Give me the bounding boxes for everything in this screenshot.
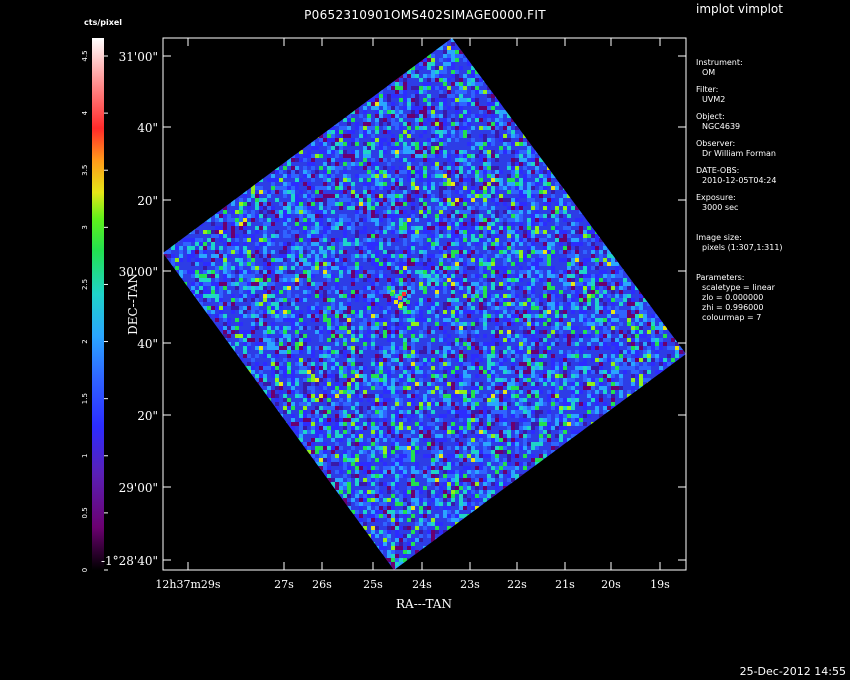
y-tick-label: 40"	[137, 121, 158, 135]
params-label: Parameters:	[696, 273, 745, 282]
x-tick-label: 24s	[412, 578, 432, 591]
info-instrument: Instrument: OM	[696, 58, 743, 78]
observer-value: Dr William Forman	[702, 149, 776, 158]
info-parameters: Parameters: scaletype = linear zlo = 0.0…	[696, 273, 775, 323]
y-tick-label: 20"	[137, 409, 158, 423]
instrument-label: Instrument:	[696, 58, 743, 67]
param-scaletype: scaletype = linear	[702, 283, 775, 292]
observer-label: Observer:	[696, 139, 736, 148]
y-tick-label: -1°28'40"	[101, 554, 158, 568]
x-tick-label: 22s	[507, 578, 527, 591]
y-tick-label: 31'00"	[119, 50, 158, 64]
info-size: Image size: pixels (1:307,1:311)	[696, 233, 783, 253]
size-value: pixels (1:307,1:311)	[702, 243, 783, 252]
object-value: NGC4639	[702, 122, 741, 131]
colorbar-tick-label: 2.5	[81, 279, 89, 290]
colorbar-tick-label: 4	[81, 110, 89, 115]
colorbar-tick-label: 2	[81, 339, 89, 343]
colorbar-label: cts/pixel	[84, 18, 123, 27]
colorbar-tick-label: 1	[81, 454, 89, 458]
date-label: DATE-OBS:	[696, 166, 740, 175]
info-exposure: Exposure: 3000 sec	[696, 193, 738, 213]
colorbar-tick-label: 3	[81, 225, 89, 229]
colorbar-gradient	[92, 38, 104, 570]
app-title: implot vimplot	[696, 2, 783, 16]
exposure-label: Exposure:	[696, 193, 736, 202]
x-tick-label: 27s	[274, 578, 294, 591]
info-date: DATE-OBS: 2010-12-05T04:24	[696, 166, 776, 186]
y-axis-title: DEC--TAN	[126, 273, 140, 335]
y-tick-label: 30'00"	[119, 265, 158, 279]
x-tick-label: 21s	[555, 578, 575, 591]
x-tick-label: 20s	[601, 578, 621, 591]
x-tick-label: 12h37m29s	[155, 578, 221, 591]
info-filter: Filter: UVM2	[696, 85, 725, 105]
colorbar-tick-label: 1.5	[81, 393, 89, 404]
x-tick-label: 26s	[312, 578, 332, 591]
info-object: Object: NGC4639	[696, 112, 740, 132]
colorbar-tick-label: 4.5	[81, 50, 89, 61]
timestamp: 25-Dec-2012 14:55	[739, 665, 846, 678]
colorbar: 4.5 4 3.5 3 2.5 2 1.5 1 0.5 0	[81, 38, 108, 572]
filter-value: UVM2	[702, 95, 726, 104]
size-label: Image size:	[696, 233, 742, 242]
param-colourmap: colourmap = 7	[702, 313, 762, 322]
param-zlo: zlo = 0.000000	[702, 293, 764, 302]
y-tick-label: 40"	[137, 337, 158, 351]
instrument-value: OM	[702, 68, 716, 77]
y-tick-label: 29'00"	[119, 481, 158, 495]
plot-title: P0652310901OMS402SIMAGE0000.FIT	[304, 8, 546, 22]
param-zhi: zhi = 0.996000	[702, 303, 764, 312]
y-tick-label: 20"	[137, 194, 158, 208]
date-value: 2010-12-05T04:24	[702, 176, 777, 185]
object-label: Object:	[696, 112, 725, 121]
plot-frame	[162, 37, 687, 571]
x-tick-label: 23s	[460, 578, 480, 591]
filter-label: Filter:	[696, 85, 719, 94]
exposure-value: 3000 sec	[702, 203, 739, 212]
colorbar-tick-label: 3.5	[81, 165, 89, 176]
colorbar-tick-label: 0	[81, 568, 89, 572]
colorbar-tick-label: 0.5	[81, 507, 89, 518]
x-tick-label: 25s	[363, 578, 383, 591]
x-axis-title: RA---TAN	[396, 597, 452, 611]
info-observer: Observer: Dr William Forman	[696, 139, 776, 159]
x-tick-label: 19s	[650, 578, 670, 591]
